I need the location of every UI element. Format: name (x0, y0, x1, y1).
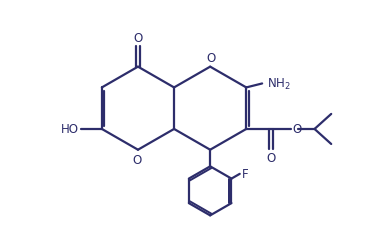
Text: O: O (266, 152, 276, 164)
Text: F: F (242, 167, 249, 180)
Text: O: O (292, 123, 302, 136)
Text: O: O (132, 153, 141, 166)
Text: O: O (133, 32, 143, 44)
Text: NH$_2$: NH$_2$ (267, 76, 291, 92)
Text: HO: HO (61, 123, 79, 136)
Text: O: O (207, 52, 216, 64)
